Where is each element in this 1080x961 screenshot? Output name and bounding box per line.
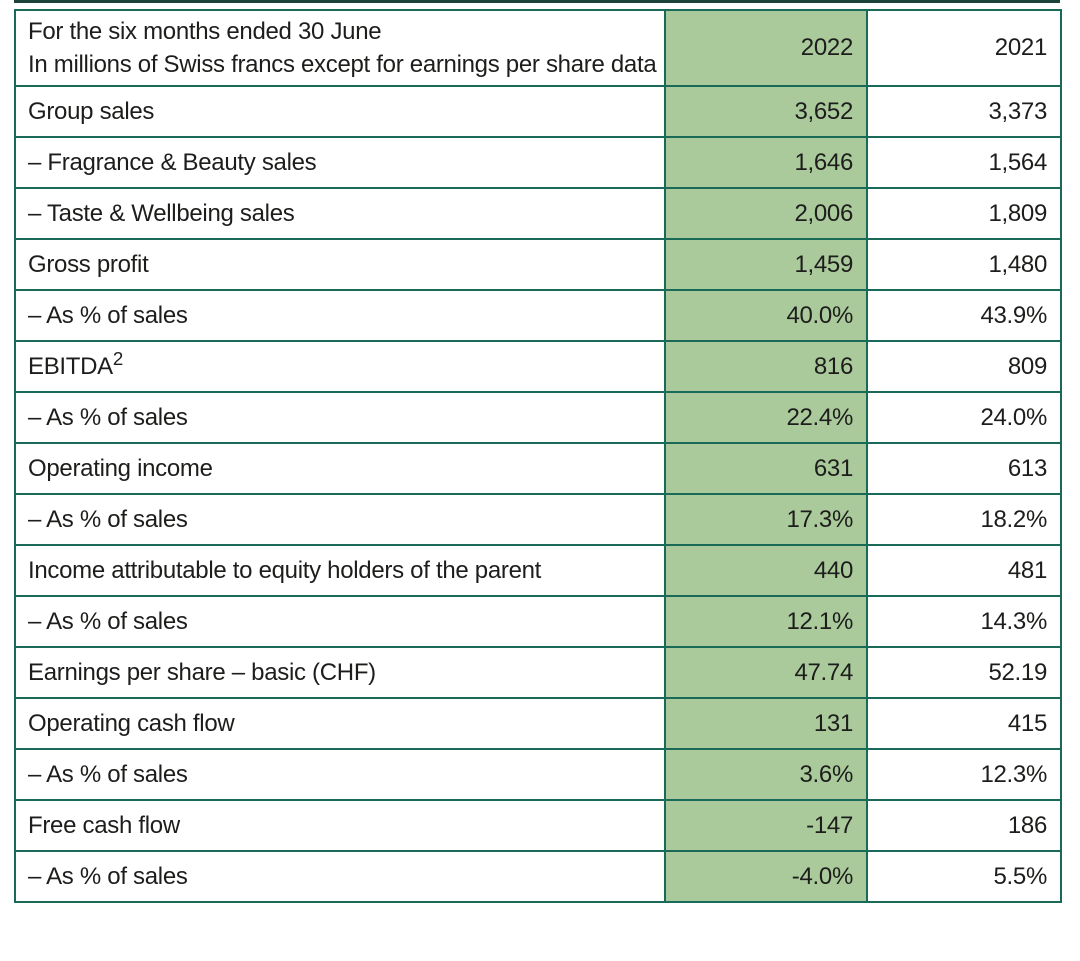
- value-2022-cell: 22.4%: [664, 391, 868, 444]
- row-label-cell: – As % of sales: [14, 289, 666, 342]
- row-label: Operating cash flow: [28, 709, 235, 737]
- value-2021-cell: 1,809: [866, 187, 1062, 240]
- row-label-cell: – Fragrance & Beauty sales: [14, 136, 666, 189]
- row-label-cell: Group sales: [14, 85, 666, 138]
- header-period-line1: For the six months ended 30 June: [28, 18, 382, 45]
- value-2021-cell: 43.9%: [866, 289, 1062, 342]
- row-label: – As % of sales: [28, 760, 188, 788]
- row-label-cell: Operating cash flow: [14, 697, 666, 750]
- row-label: Group sales: [28, 97, 155, 125]
- value-2021-cell: 18.2%: [866, 493, 1062, 546]
- value-2022-cell: 631: [664, 442, 868, 495]
- table-row: Earnings per share – basic (CHF) 47.74 5…: [14, 646, 1062, 699]
- value-2022-cell: 47.74: [664, 646, 868, 699]
- row-label: Income attributable to equity holders of…: [28, 556, 542, 584]
- value-2022-cell: 816: [664, 340, 868, 393]
- value-2021-cell: 14.3%: [866, 595, 1062, 648]
- value-2021-cell: 12.3%: [866, 748, 1062, 801]
- row-label: – As % of sales: [28, 862, 188, 890]
- row-label: Operating income: [28, 454, 213, 482]
- value-2021-cell: 1,480: [866, 238, 1062, 291]
- table-row: – As % of sales 40.0% 43.9%: [14, 289, 1062, 342]
- value-2021-cell: 3,373: [866, 85, 1062, 138]
- top-rule: [14, 0, 1060, 3]
- value-2021-cell: 809: [866, 340, 1062, 393]
- table-row: – As % of sales 22.4% 24.0%: [14, 391, 1062, 444]
- header-row: For the six months ended 30 June In mill…: [14, 9, 1062, 87]
- table-row: – As % of sales 3.6% 12.3%: [14, 748, 1062, 801]
- table-row: – As % of sales 12.1% 14.3%: [14, 595, 1062, 648]
- row-label-cell: Gross profit: [14, 238, 666, 291]
- row-label: Gross profit: [28, 250, 149, 278]
- row-label-cell: – As % of sales: [14, 748, 666, 801]
- value-2022-cell: -147: [664, 799, 868, 852]
- table-row: Free cash flow -147 186: [14, 799, 1062, 852]
- row-label: Earnings per share – basic (CHF): [28, 658, 376, 686]
- value-2022-cell: -4.0%: [664, 850, 868, 903]
- value-2022-cell: 1,459: [664, 238, 868, 291]
- row-label: EBITDA: [28, 352, 113, 380]
- value-2022-cell: 40.0%: [664, 289, 868, 342]
- value-2022-cell: 440: [664, 544, 868, 597]
- row-label-cell: – As % of sales: [14, 595, 666, 648]
- header-year-2022-cell: 2022: [664, 9, 868, 87]
- row-label: – As % of sales: [28, 607, 188, 635]
- financial-table: For the six months ended 30 June In mill…: [14, 9, 1062, 903]
- value-2022-cell: 17.3%: [664, 493, 868, 546]
- row-label-cell: – As % of sales: [14, 850, 666, 903]
- value-2022-cell: 131: [664, 697, 868, 750]
- table-row: EBITDA2 816 809: [14, 340, 1062, 393]
- row-label: – As % of sales: [28, 301, 188, 329]
- value-2022-cell: 3.6%: [664, 748, 868, 801]
- table-row: Gross profit 1,459 1,480: [14, 238, 1062, 291]
- table-row: – As % of sales 17.3% 18.2%: [14, 493, 1062, 546]
- value-2021-cell: 415: [866, 697, 1062, 750]
- header-year-2021-cell: 2021: [866, 9, 1062, 87]
- row-label-cell: EBITDA2: [14, 340, 666, 393]
- footnote-sup: 2: [112, 347, 123, 369]
- row-label-cell: – As % of sales: [14, 493, 666, 546]
- value-2021-cell: 481: [866, 544, 1062, 597]
- table-row: Group sales 3,652 3,373: [14, 85, 1062, 138]
- row-label: Free cash flow: [28, 811, 180, 839]
- row-label-cell: – As % of sales: [14, 391, 666, 444]
- header-period-cell: For the six months ended 30 June In mill…: [14, 9, 666, 87]
- header-units-line2: In millions of Swiss francs except for e…: [28, 51, 657, 78]
- value-2022-cell: 2,006: [664, 187, 868, 240]
- row-label-cell: Free cash flow: [14, 799, 666, 852]
- row-label: – As % of sales: [28, 505, 188, 533]
- table-row: Operating cash flow 131 415: [14, 697, 1062, 750]
- value-2021-cell: 613: [866, 442, 1062, 495]
- table-row: Operating income 631 613: [14, 442, 1062, 495]
- value-2021-cell: 1,564: [866, 136, 1062, 189]
- value-2021-cell: 24.0%: [866, 391, 1062, 444]
- row-label-cell: Operating income: [14, 442, 666, 495]
- table-row: Income attributable to equity holders of…: [14, 544, 1062, 597]
- row-label: – As % of sales: [28, 403, 188, 431]
- table-row: – Taste & Wellbeing sales 2,006 1,809: [14, 187, 1062, 240]
- value-2021-cell: 186: [866, 799, 1062, 852]
- value-2022-cell: 12.1%: [664, 595, 868, 648]
- row-label-cell: Income attributable to equity holders of…: [14, 544, 666, 597]
- value-2021-cell: 52.19: [866, 646, 1062, 699]
- row-label-cell: Earnings per share – basic (CHF): [14, 646, 666, 699]
- value-2021-cell: 5.5%: [866, 850, 1062, 903]
- row-label-cell: – Taste & Wellbeing sales: [14, 187, 666, 240]
- table-row: – Fragrance & Beauty sales 1,646 1,564: [14, 136, 1062, 189]
- row-label: – Taste & Wellbeing sales: [28, 199, 295, 227]
- value-2022-cell: 1,646: [664, 136, 868, 189]
- table-row: – As % of sales -4.0% 5.5%: [14, 850, 1062, 903]
- row-label: – Fragrance & Beauty sales: [28, 148, 317, 176]
- financial-summary-region: For the six months ended 30 June In mill…: [14, 0, 1062, 903]
- value-2022-cell: 3,652: [664, 85, 868, 138]
